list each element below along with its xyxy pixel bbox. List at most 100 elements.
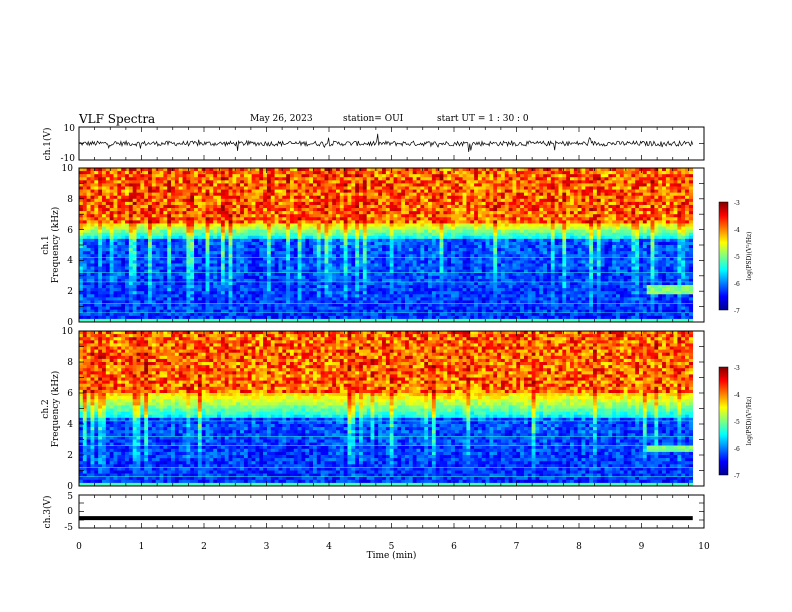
spectrogram-cell <box>301 257 305 260</box>
spectrogram-cell <box>163 294 167 297</box>
spectrogram-cell <box>386 260 390 263</box>
spectrogram-cell <box>382 236 386 239</box>
spectrogram-cell <box>163 276 167 279</box>
spectrogram-cell <box>309 193 313 196</box>
spectrogram-cell <box>340 177 344 180</box>
spectrogram-cell <box>190 168 194 171</box>
spectrogram-cell <box>428 260 432 263</box>
spectrogram-cell <box>137 316 141 319</box>
spectrogram-cell <box>294 223 298 226</box>
spectrogram-cell <box>371 276 375 279</box>
spectrogram-cell <box>137 233 141 236</box>
spectrogram-cell <box>328 186 332 189</box>
spectrogram-cell <box>133 304 137 307</box>
spectrogram-cell <box>91 171 95 174</box>
spectrogram-cell <box>321 282 325 285</box>
spectrogram-cell <box>209 202 213 205</box>
spectrogram-cell <box>267 251 271 254</box>
spectrogram-cell <box>359 220 363 223</box>
spectrogram-cell <box>344 307 348 310</box>
spectrogram-cell <box>225 199 229 202</box>
spectrogram-cell <box>94 257 98 260</box>
spectrogram-cell <box>397 257 401 260</box>
spectrogram-cell <box>267 171 271 174</box>
spectrogram-cell <box>117 263 121 266</box>
spectrogram-cell <box>110 239 114 242</box>
spectrogram-cell <box>163 220 167 223</box>
spectrogram-cell <box>110 233 114 236</box>
spectrogram-cell <box>106 260 110 263</box>
spectrogram-cell <box>309 171 313 174</box>
spectrogram-cell <box>359 177 363 180</box>
spectrogram-cell <box>332 227 336 230</box>
spectrogram-cell <box>301 273 305 276</box>
spectrogram-cell <box>229 233 233 236</box>
spectrogram-cell <box>332 257 336 260</box>
spectrogram-cell <box>152 245 156 248</box>
spectrogram-cell <box>213 263 217 266</box>
spectrogram-cell <box>117 260 121 263</box>
spectrogram-cell <box>110 288 114 291</box>
spectrogram-cell <box>374 294 378 297</box>
spectrogram-cell <box>367 251 371 254</box>
spectrogram-cell <box>94 211 98 214</box>
spectrogram-cell <box>94 313 98 316</box>
spectrogram-cell <box>110 245 114 248</box>
spectrogram-cell <box>286 291 290 294</box>
spectrogram-cell <box>340 168 344 171</box>
spectrogram-cell <box>202 196 206 199</box>
spectrogram-cell <box>417 193 421 196</box>
spectrogram-cell <box>137 211 141 214</box>
spectrogram-cell <box>294 248 298 251</box>
spectrogram-cell <box>140 291 144 294</box>
spectrogram-cell <box>206 233 210 236</box>
spectrogram-cell <box>106 276 110 279</box>
spectrogram-cell <box>401 260 405 263</box>
spectrogram-cell <box>271 199 275 202</box>
spectrogram-cell <box>248 248 252 251</box>
spectrogram-cell <box>236 285 240 288</box>
spectrogram-cell <box>98 263 102 266</box>
spectrogram-cell <box>213 208 217 211</box>
spectrogram-cell <box>167 285 171 288</box>
spectrogram-cell <box>355 180 359 183</box>
spectrogram-cell <box>148 304 152 307</box>
spectrogram-cell <box>148 214 152 217</box>
spectrogram-cell <box>344 227 348 230</box>
spectrogram-cell <box>424 307 428 310</box>
spectrogram-cell <box>321 208 325 211</box>
spectrogram-cell <box>125 251 129 254</box>
spectrogram-cell <box>129 174 133 177</box>
spectrogram-cell <box>443 263 447 266</box>
spectrogram-cell <box>405 251 409 254</box>
spectrogram-cell <box>160 168 164 171</box>
spectrogram-cell <box>252 227 256 230</box>
spectrogram-cell <box>378 227 382 230</box>
spectrogram-cell <box>290 267 294 270</box>
spectrogram-cell <box>405 273 409 276</box>
spectrogram-cell <box>98 174 102 177</box>
spectrogram-cell <box>409 248 413 251</box>
spectrogram-cell <box>432 196 436 199</box>
spectrogram-cell <box>420 291 424 294</box>
spectrogram-cell <box>183 199 187 202</box>
spectrogram-cell <box>371 263 375 266</box>
spectrogram-cell <box>294 177 298 180</box>
spectrogram-cell <box>436 177 440 180</box>
spectrogram-cell <box>401 208 405 211</box>
spectrogram-cell <box>125 294 129 297</box>
spectrogram-cell <box>209 220 213 223</box>
spectrogram-cell <box>275 168 279 171</box>
spectrogram-cell <box>129 227 133 230</box>
spectrogram-cell <box>209 285 213 288</box>
spectrogram-cell <box>229 217 233 220</box>
spectrogram-cell <box>301 199 305 202</box>
spectrogram-cell <box>160 202 164 205</box>
spectrogram-cell <box>202 307 206 310</box>
spectrogram-cell <box>221 171 225 174</box>
spectrogram-cell <box>397 227 401 230</box>
spectrogram-cell <box>263 242 267 245</box>
spectrogram-cell <box>417 236 421 239</box>
spectrogram-cell <box>290 248 294 251</box>
spectrogram-cell <box>286 168 290 171</box>
